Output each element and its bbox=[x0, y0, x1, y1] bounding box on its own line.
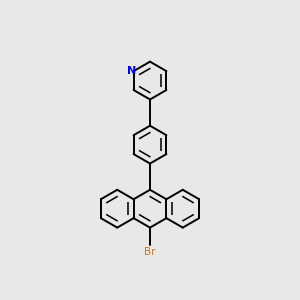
Text: N: N bbox=[127, 66, 136, 76]
Text: Br: Br bbox=[144, 247, 156, 256]
